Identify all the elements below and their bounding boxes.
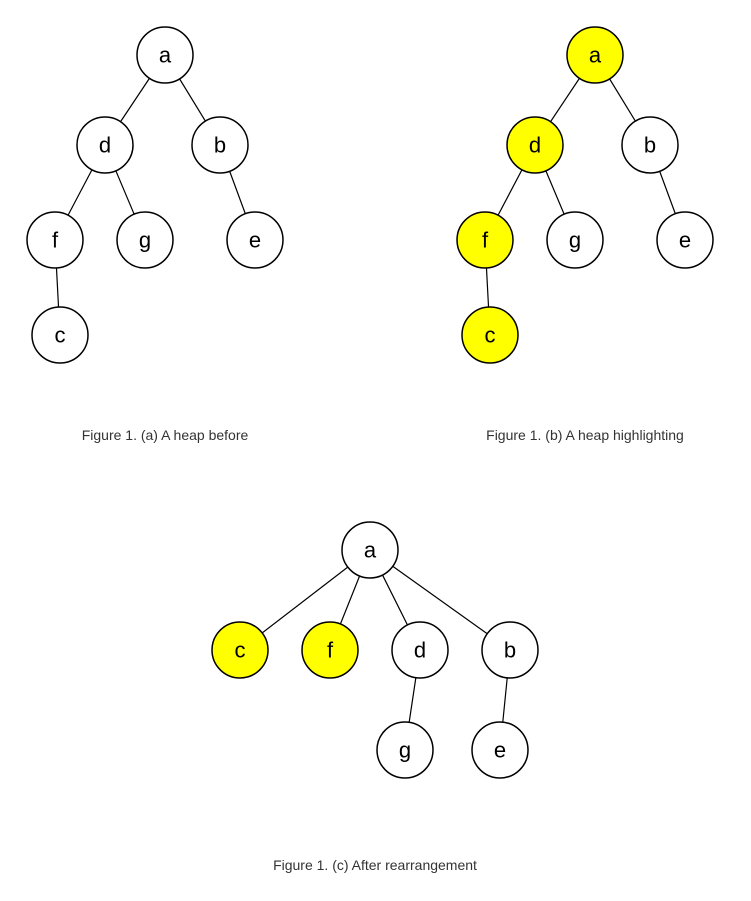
node-label: e [249,228,261,253]
tree-node-g: g [377,722,433,778]
tree-node-b: b [482,622,538,678]
node-label: b [214,133,226,158]
tree-node-f: f [302,622,358,678]
node-label: d [99,133,111,158]
node-label: g [399,738,411,763]
tree-diagram: a d b f g e c Figure 1. (a) A heap before a d b f g e… [0,0,751,901]
panel-caption: Figure 1. (a) A heap before [82,427,249,443]
tree-node-b: b [622,117,678,173]
node-label: e [679,228,691,253]
tree-node-a: a [567,27,623,83]
panel-caption: Figure 1. (c) After rearrangement [273,857,477,873]
tree-node-d: d [77,117,133,173]
tree-node-d: d [507,117,563,173]
node-label: a [589,43,602,68]
panel-caption: Figure 1. (b) A heap highlighting [486,427,684,443]
node-label: c [485,323,496,348]
node-label: e [494,738,506,763]
node-label: b [644,133,656,158]
node-label: g [569,228,581,253]
node-label: a [159,43,172,68]
panel-A: a d b f g e c Figure 1. (a) A heap before [27,27,283,443]
tree-node-c: c [32,307,88,363]
tree-node-e: e [227,212,283,268]
node-label: g [139,228,151,253]
node-label: b [504,638,516,663]
tree-node-a: a [137,27,193,83]
tree-node-c: c [212,622,268,678]
tree-node-b: b [192,117,248,173]
tree-node-f: f [27,212,83,268]
tree-node-d: d [392,622,448,678]
tree-node-a: a [342,522,398,578]
panel-C: a c f d b g e Figure 1. (c) After rearrangement [212,522,538,873]
node-label: a [364,538,377,563]
tree-node-e: e [472,722,528,778]
node-label: f [327,638,334,663]
node-label: c [55,323,66,348]
tree-node-g: g [117,212,173,268]
node-label: c [235,638,246,663]
tree-node-c: c [462,307,518,363]
node-label: d [529,133,541,158]
node-label: f [52,228,59,253]
tree-node-e: e [657,212,713,268]
panel-B: a d b f g e c Figure 1. (b) A heap highlighting [457,27,713,443]
node-label: f [482,228,489,253]
tree-node-f: f [457,212,513,268]
tree-node-g: g [547,212,603,268]
node-label: d [414,638,426,663]
